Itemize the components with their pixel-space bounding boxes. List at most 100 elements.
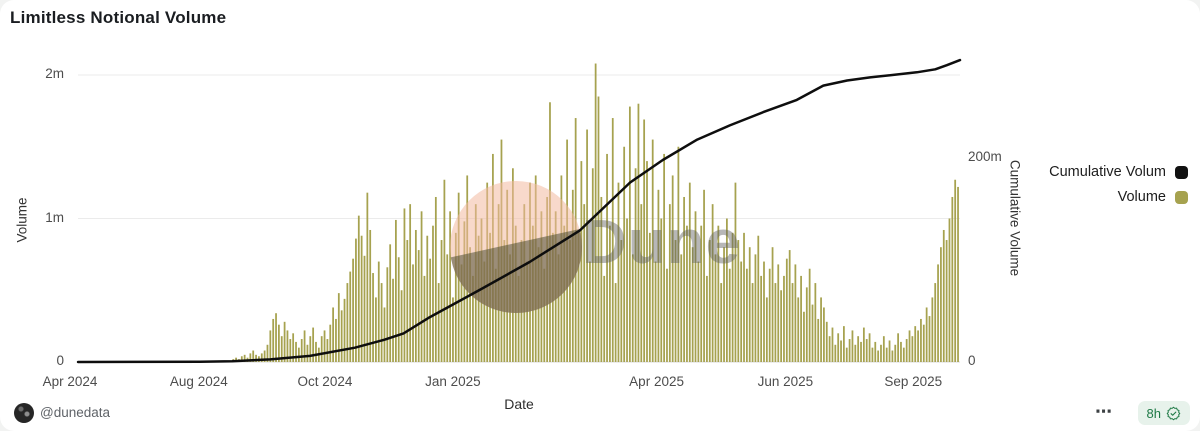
volume-bar[interactable] bbox=[412, 264, 414, 362]
volume-bar[interactable] bbox=[763, 261, 765, 362]
volume-bar[interactable] bbox=[303, 330, 306, 362]
volume-bar[interactable] bbox=[720, 283, 723, 362]
more-menu-icon[interactable]: ⋯ bbox=[1095, 402, 1114, 421]
volume-bar[interactable] bbox=[452, 297, 454, 363]
volume-bar[interactable] bbox=[517, 275, 520, 362]
volume-bar[interactable] bbox=[332, 307, 334, 362]
volume-bar[interactable] bbox=[765, 297, 768, 363]
volume-bar[interactable] bbox=[306, 344, 309, 362]
volume-bar[interactable] bbox=[586, 129, 588, 362]
volume-bar[interactable] bbox=[814, 283, 817, 362]
volume-bar[interactable] bbox=[654, 261, 657, 362]
volume-bar[interactable] bbox=[834, 344, 837, 362]
volume-bar[interactable] bbox=[663, 153, 665, 362]
volume-bar[interactable] bbox=[283, 321, 286, 362]
volume-bar[interactable] bbox=[329, 324, 332, 362]
volume-bar[interactable] bbox=[671, 175, 674, 362]
volume-bar[interactable] bbox=[925, 307, 928, 362]
volume-bar[interactable] bbox=[751, 283, 754, 362]
volume-bar[interactable] bbox=[922, 324, 925, 362]
volume-bar[interactable] bbox=[389, 244, 392, 362]
volume-bar[interactable] bbox=[783, 275, 785, 362]
volume-bar[interactable] bbox=[657, 189, 660, 362]
volume-bar[interactable] bbox=[788, 250, 791, 362]
volume-bar[interactable] bbox=[383, 307, 386, 362]
volume-bar[interactable] bbox=[369, 229, 372, 362]
volume-bar[interactable] bbox=[888, 340, 891, 362]
volume-bar[interactable] bbox=[337, 293, 340, 362]
volume-bar[interactable] bbox=[406, 240, 409, 362]
volume-bar[interactable] bbox=[920, 318, 922, 362]
volume-bar[interactable] bbox=[386, 267, 389, 362]
volume-bar[interactable] bbox=[420, 211, 423, 362]
volume-bar[interactable] bbox=[628, 106, 631, 362]
volume-bar[interactable] bbox=[785, 258, 788, 362]
volume-bar[interactable] bbox=[857, 336, 860, 362]
volume-bar[interactable] bbox=[626, 218, 628, 363]
volume-bar[interactable] bbox=[460, 264, 463, 362]
volume-bar[interactable] bbox=[703, 189, 705, 362]
volume-bar[interactable] bbox=[754, 254, 757, 363]
volume-bar[interactable] bbox=[940, 247, 942, 362]
volume-bar[interactable] bbox=[637, 103, 640, 362]
volume-bar[interactable] bbox=[677, 146, 680, 362]
volume-bar[interactable] bbox=[748, 247, 751, 362]
volume-bar[interactable] bbox=[691, 247, 694, 362]
volume-bar[interactable] bbox=[648, 232, 651, 362]
volume-bar[interactable] bbox=[823, 307, 825, 362]
volume-bar[interactable] bbox=[278, 324, 280, 362]
volume-bar[interactable] bbox=[309, 336, 312, 362]
volume-bar[interactable] bbox=[862, 327, 865, 362]
volume-bar[interactable] bbox=[694, 211, 697, 362]
volume-bar[interactable] bbox=[620, 240, 623, 362]
volume-bar[interactable] bbox=[255, 354, 257, 362]
volume-bar[interactable] bbox=[352, 258, 354, 362]
volume-bar[interactable] bbox=[312, 327, 315, 362]
volume-bar[interactable] bbox=[375, 297, 377, 363]
volume-bar[interactable] bbox=[828, 336, 831, 362]
volume-bar[interactable] bbox=[900, 341, 902, 362]
volume-bar[interactable] bbox=[851, 330, 854, 362]
volume-bar[interactable] bbox=[472, 275, 474, 362]
author-handle[interactable]: @dunedata bbox=[40, 405, 111, 420]
volume-bar[interactable] bbox=[757, 235, 760, 362]
volume-bar[interactable] bbox=[880, 344, 882, 362]
dunedata-avatar[interactable] bbox=[14, 403, 34, 423]
legend-item-volume[interactable]: Volume bbox=[1118, 189, 1188, 205]
volume-bar[interactable] bbox=[882, 336, 885, 362]
volume-bar[interactable] bbox=[432, 225, 434, 362]
volume-bar[interactable] bbox=[711, 204, 714, 362]
volume-bar[interactable] bbox=[349, 271, 352, 363]
volume-bar[interactable] bbox=[945, 240, 948, 362]
volume-bar[interactable] bbox=[286, 330, 289, 362]
volume-bar[interactable] bbox=[346, 283, 349, 362]
volume-bar[interactable] bbox=[726, 218, 728, 363]
volume-bar[interactable] bbox=[760, 275, 763, 362]
volume-bar[interactable] bbox=[831, 327, 834, 362]
volume-bar[interactable] bbox=[728, 268, 731, 363]
volume-bar[interactable] bbox=[848, 339, 851, 362]
volume-bar[interactable] bbox=[737, 240, 740, 362]
volume-bar[interactable] bbox=[377, 261, 380, 362]
volume-bar[interactable] bbox=[343, 298, 346, 362]
volume-bar[interactable] bbox=[937, 264, 939, 362]
volume-bar[interactable] bbox=[340, 310, 343, 362]
volume-bar[interactable] bbox=[611, 118, 614, 362]
volume-bar[interactable] bbox=[640, 204, 643, 362]
volume-bar[interactable] bbox=[443, 179, 446, 362]
volume-bar[interactable] bbox=[597, 96, 600, 363]
volume-bar[interactable] bbox=[591, 168, 594, 362]
volume-bar[interactable] bbox=[942, 229, 945, 362]
volume-bar[interactable] bbox=[634, 168, 637, 362]
volume-bar[interactable] bbox=[680, 254, 683, 363]
volume-bar[interactable] bbox=[483, 261, 486, 362]
volume-bar[interactable] bbox=[771, 247, 774, 362]
volume-bar[interactable] bbox=[643, 119, 646, 363]
volume-bar[interactable] bbox=[683, 196, 685, 362]
volume-bar[interactable] bbox=[860, 341, 862, 362]
volume-bar[interactable] bbox=[543, 268, 546, 363]
volume-bar[interactable] bbox=[845, 347, 848, 362]
volume-bar[interactable] bbox=[292, 333, 295, 362]
volume-bar[interactable] bbox=[434, 196, 437, 362]
volume-bar[interactable] bbox=[805, 287, 808, 362]
